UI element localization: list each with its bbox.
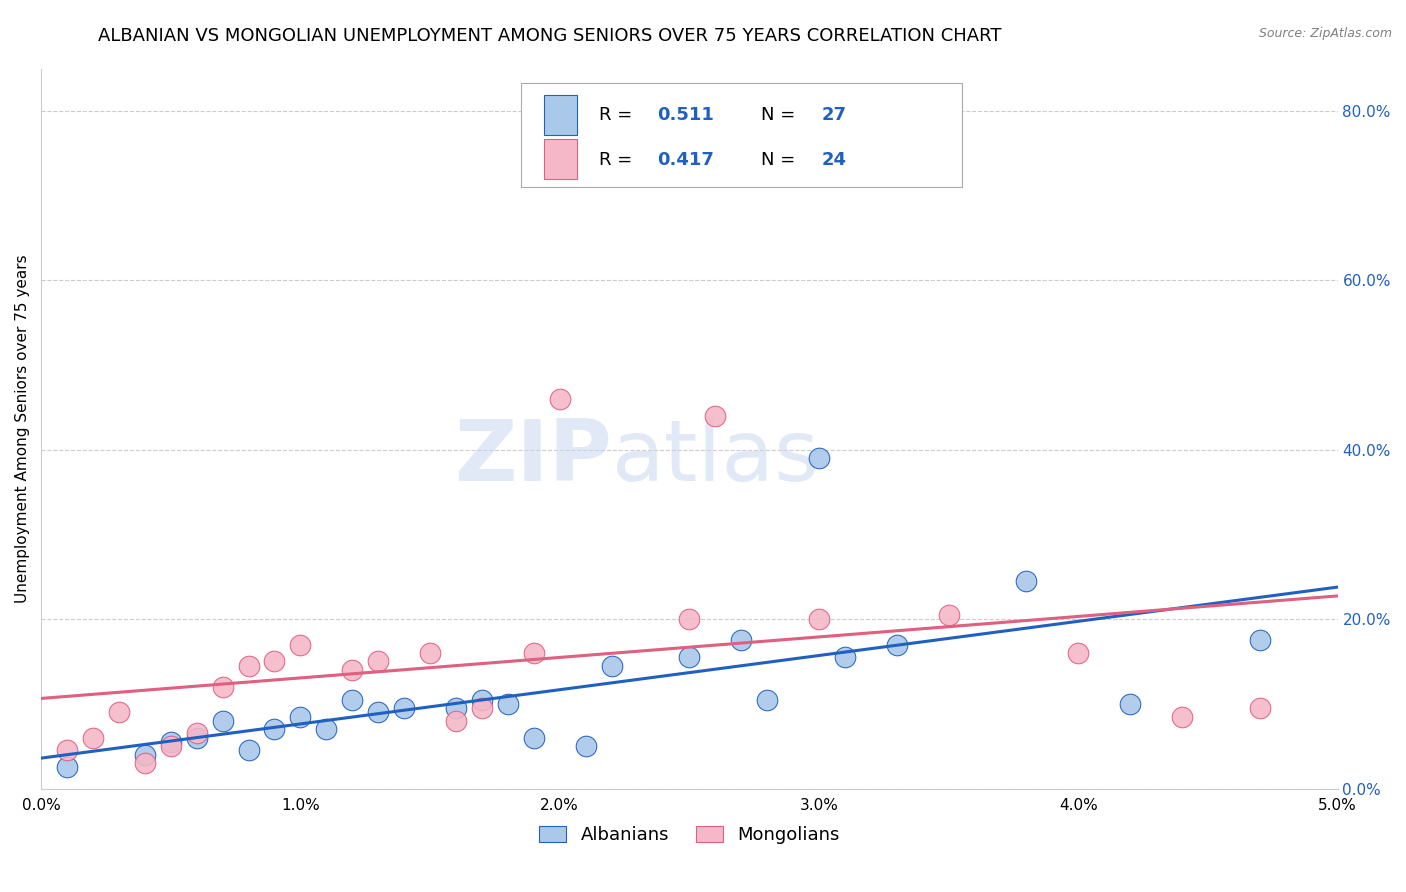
Text: ALBANIAN VS MONGOLIAN UNEMPLOYMENT AMONG SENIORS OVER 75 YEARS CORRELATION CHART: ALBANIAN VS MONGOLIAN UNEMPLOYMENT AMONG… <box>98 27 1002 45</box>
Point <box>263 655 285 669</box>
Legend: Albanians, Mongolians: Albanians, Mongolians <box>538 826 839 845</box>
Point <box>315 723 337 737</box>
Point <box>756 692 779 706</box>
Point <box>704 409 727 423</box>
Point <box>238 743 260 757</box>
Point <box>342 663 364 677</box>
Point <box>238 658 260 673</box>
Text: 27: 27 <box>821 106 846 124</box>
Point <box>134 756 156 771</box>
Point <box>938 607 960 622</box>
Text: ZIP: ZIP <box>454 416 612 499</box>
Point <box>1249 701 1271 715</box>
Point <box>1119 697 1142 711</box>
Text: R =: R = <box>599 151 631 169</box>
Point <box>886 638 908 652</box>
Point <box>392 701 415 715</box>
Point <box>808 451 831 466</box>
Point <box>471 692 494 706</box>
Point <box>419 646 441 660</box>
Point <box>444 714 467 728</box>
Point <box>211 680 233 694</box>
Text: N =: N = <box>761 106 794 124</box>
Point <box>290 638 312 652</box>
Point <box>56 743 79 757</box>
Point <box>263 723 285 737</box>
Point <box>496 697 519 711</box>
Point <box>1015 574 1038 588</box>
Point <box>523 731 546 745</box>
Point <box>159 739 181 754</box>
Point <box>730 633 752 648</box>
Text: 0.417: 0.417 <box>657 151 714 169</box>
Point <box>523 646 546 660</box>
Text: Source: ZipAtlas.com: Source: ZipAtlas.com <box>1258 27 1392 40</box>
Point <box>1067 646 1090 660</box>
Point <box>290 709 312 723</box>
Point <box>134 747 156 762</box>
Text: N =: N = <box>761 151 794 169</box>
Point <box>342 692 364 706</box>
FancyBboxPatch shape <box>544 95 576 135</box>
Text: 0.511: 0.511 <box>657 106 714 124</box>
Point <box>548 392 571 406</box>
Point <box>56 760 79 774</box>
Point <box>211 714 233 728</box>
Point <box>444 701 467 715</box>
FancyBboxPatch shape <box>520 83 962 187</box>
Point <box>471 701 494 715</box>
Point <box>834 650 856 665</box>
Point <box>367 655 389 669</box>
Point <box>186 731 208 745</box>
Text: 24: 24 <box>821 151 846 169</box>
Point <box>678 650 700 665</box>
Point <box>808 612 831 626</box>
Text: R =: R = <box>599 106 631 124</box>
Point <box>575 739 598 754</box>
Point <box>159 735 181 749</box>
Point <box>1171 709 1194 723</box>
Point <box>1249 633 1271 648</box>
Point <box>678 612 700 626</box>
Y-axis label: Unemployment Among Seniors over 75 years: Unemployment Among Seniors over 75 years <box>15 254 30 603</box>
Point <box>367 706 389 720</box>
FancyBboxPatch shape <box>544 139 576 178</box>
Point <box>600 658 623 673</box>
Point <box>186 726 208 740</box>
Text: atlas: atlas <box>612 416 820 499</box>
Point <box>82 731 104 745</box>
Point <box>108 706 131 720</box>
